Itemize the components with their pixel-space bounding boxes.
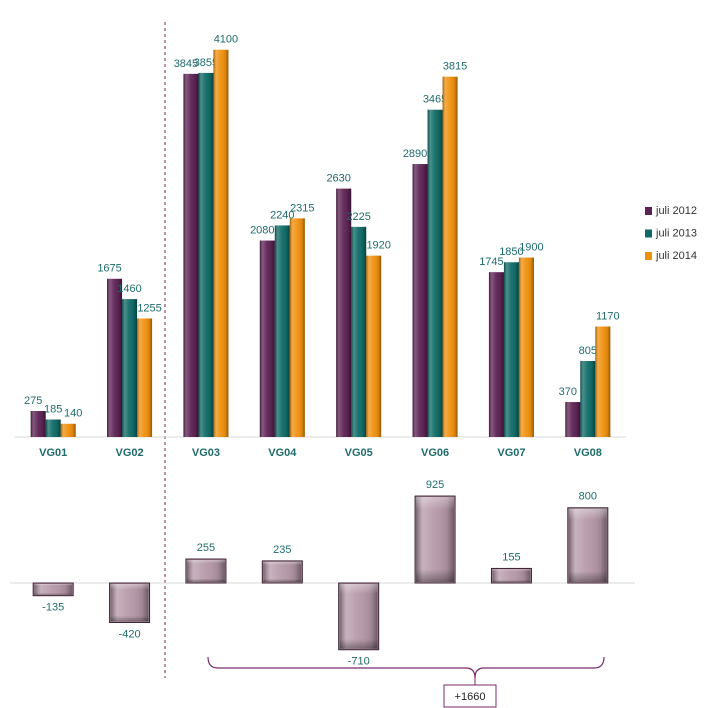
x-tick-label: VG06	[421, 447, 449, 459]
data-label: 3845	[174, 58, 198, 70]
data-label: 2080	[250, 224, 274, 236]
bar-shading	[412, 164, 428, 438]
bar-shading	[503, 262, 519, 437]
data-label: 3465	[423, 94, 447, 106]
bracket	[207, 656, 605, 679]
x-tick-label: VG02	[115, 447, 143, 459]
legend-label: juli 2013	[655, 227, 697, 239]
bar-shading	[259, 240, 275, 437]
data-label: 185	[44, 403, 62, 415]
legend-swatch	[645, 252, 652, 260]
data-label: 255	[197, 542, 215, 554]
bar-shading	[107, 278, 123, 437]
data-label: 370	[559, 386, 577, 398]
data-label: 235	[273, 544, 291, 556]
data-label: 1850	[499, 246, 523, 258]
data-label: 140	[64, 408, 82, 420]
bar-shading	[198, 72, 214, 438]
data-label: 1920	[366, 240, 390, 252]
data-label: -420	[119, 628, 141, 640]
bar-shading	[110, 584, 149, 622]
x-tick-label: VG07	[497, 447, 525, 459]
bar-shading	[137, 318, 153, 437]
annotation: +1660	[455, 691, 486, 703]
data-label: 925	[426, 479, 444, 491]
bar-shading	[274, 225, 290, 437]
data-label: 805	[579, 345, 597, 357]
bar-shading	[518, 257, 534, 437]
bar-shading	[492, 569, 531, 582]
data-label: 2630	[326, 173, 350, 185]
bar-shading	[427, 109, 443, 437]
bar-shading	[442, 76, 458, 437]
bar-shading	[488, 272, 504, 437]
data-label: 275	[24, 395, 42, 407]
bar-shading	[60, 423, 76, 437]
x-tick-label: VG04	[268, 447, 297, 459]
bar-shading	[183, 73, 199, 437]
x-tick-label: VG08	[574, 447, 602, 459]
annotation-box	[443, 684, 497, 708]
legend-label: juli 2014	[655, 250, 697, 262]
bar-shading	[122, 299, 138, 437]
x-tick-label: VG01	[39, 447, 67, 459]
bar-shading	[580, 360, 596, 437]
bar-shading	[366, 255, 382, 437]
bar-shading	[595, 326, 611, 437]
legend-label: juli 2012	[655, 205, 697, 217]
data-label: 4100	[214, 34, 238, 46]
x-tick-label: VG03	[192, 447, 220, 459]
bar-shading	[565, 402, 581, 437]
data-label: 3815	[443, 61, 467, 73]
x-tick-label: VG05	[345, 447, 373, 459]
data-label: 2890	[403, 148, 427, 160]
bar-shading	[339, 584, 378, 649]
data-label: 1900	[519, 241, 543, 253]
data-label: 800	[579, 491, 597, 503]
bar-shading	[45, 419, 61, 437]
data-label: 3855	[194, 57, 218, 69]
bar-shading	[30, 411, 46, 437]
bar-shading	[351, 226, 367, 437]
data-label: 2315	[290, 202, 314, 214]
bar-shading	[336, 188, 352, 437]
data-label: -135	[42, 602, 64, 614]
bar-shading	[34, 584, 73, 595]
bar-shading	[289, 218, 305, 437]
data-label: 1170	[596, 310, 620, 322]
bar-shading	[568, 508, 607, 582]
data-label: -710	[348, 656, 370, 668]
data-label: 1460	[117, 283, 141, 295]
bar-shading	[263, 561, 302, 582]
legend-swatch	[645, 229, 652, 238]
data-label: 2225	[346, 211, 370, 223]
data-label: 2240	[270, 209, 294, 221]
data-label: 1745	[479, 256, 503, 268]
data-label: 1675	[97, 263, 121, 275]
bar-shading	[186, 560, 225, 582]
data-label: 155	[502, 551, 520, 563]
legend-swatch	[645, 207, 652, 215]
bar-shading	[416, 497, 455, 582]
data-label: 1255	[137, 302, 161, 314]
bar-shading	[213, 49, 229, 438]
